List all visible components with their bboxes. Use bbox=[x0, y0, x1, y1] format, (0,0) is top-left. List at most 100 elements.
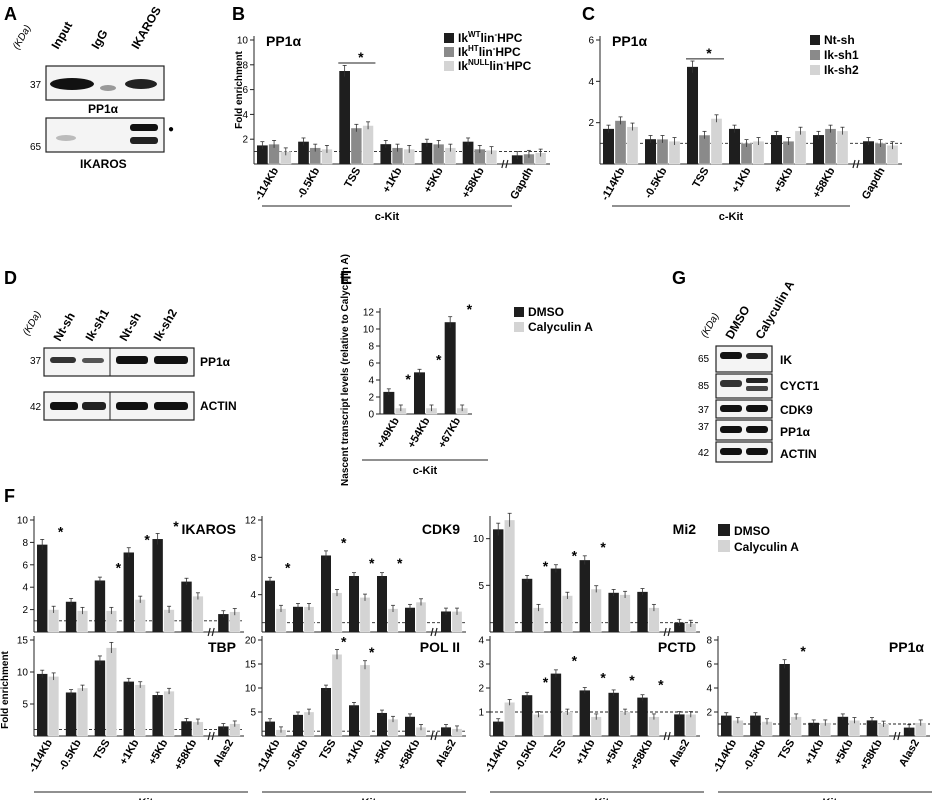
blot-g-label-actin: ACTIN bbox=[780, 447, 817, 461]
legend-f-swatch-calyculin bbox=[718, 540, 730, 552]
legend-e-swatch bbox=[514, 307, 524, 317]
blot-g-cyct1-band-3 bbox=[746, 386, 768, 391]
blot-a: (KDa) Input IgG IKAROS 37 PP1α ● 65 IKAR… bbox=[11, 4, 174, 171]
chart-b-category-label: -0.5Kb bbox=[295, 165, 322, 200]
chart-f-ikaros-star: * bbox=[116, 559, 122, 575]
blot-g-marker-85: 85 bbox=[698, 381, 710, 392]
blot-d-marker-42: 42 bbox=[30, 402, 42, 413]
legend-b-swatch bbox=[444, 61, 454, 71]
chart-f-pctd-bar bbox=[619, 711, 631, 737]
blot-a-label-pp1a: PP1α bbox=[88, 102, 119, 116]
chart-e-ytick-label: 0 bbox=[368, 410, 374, 421]
chart-b-category-label: TSS bbox=[342, 166, 363, 191]
blot-d-marker-37: 37 bbox=[30, 356, 42, 367]
chart-f-cdk9: 4 8 12 * * * * CDK9 bbox=[245, 516, 466, 637]
chart-f-mi2-bar bbox=[648, 607, 660, 633]
chart-f-pctd-bar bbox=[550, 673, 562, 736]
chart-f-pctd-ytick-label: 2 bbox=[478, 684, 484, 695]
chart-b-category-label: +1Kb bbox=[381, 165, 405, 195]
chart-f-cdk9-ytick-label: 4 bbox=[250, 590, 256, 601]
blot-g-actin-band-2 bbox=[746, 448, 768, 455]
chart-f-mi2-bar bbox=[521, 578, 533, 632]
legend-b-label: IkHTlin-HPC bbox=[458, 44, 521, 59]
chart-f-tbp-title: TBP bbox=[208, 639, 236, 655]
chart-f-mi2-axis-break bbox=[663, 627, 667, 637]
chart-f-pctd-bar bbox=[674, 714, 685, 736]
blot-a-lane-input: Input bbox=[48, 19, 75, 51]
blot-g-label-pp1a: PP1α bbox=[780, 425, 811, 439]
chart-c-bar bbox=[836, 130, 849, 165]
chart-e-category-label: +54Kb bbox=[406, 415, 433, 450]
legend-c-swatch bbox=[810, 35, 820, 45]
blot-d-pp1a-band-4 bbox=[154, 356, 188, 364]
chart-f-polii-bar bbox=[321, 688, 331, 736]
chart-f-pp1a: 2 4 6 8 * -114Kb -0.5Kb TSS +1Kb +5Kb +58Kb Alas2 PP… bbox=[706, 636, 932, 800]
chart-f-tbp-ytick-label: 10 bbox=[17, 668, 29, 679]
chart-f-pp1a-ytick-label: 4 bbox=[706, 684, 712, 695]
chart-f-cdk9-bar bbox=[321, 555, 331, 632]
chart-f-ikaros-ytick-label: 2 bbox=[22, 605, 28, 616]
blot-g-marker-37a: 37 bbox=[698, 405, 710, 416]
chart-f-pctd-category-label: +58Kb bbox=[628, 737, 655, 772]
chart-f-ikaros-bar bbox=[218, 614, 229, 632]
chart-e-bar bbox=[383, 391, 395, 414]
chart-f-tbp-category-label: +58Kb bbox=[172, 737, 199, 772]
chart-f-mi2-bar bbox=[579, 560, 590, 632]
chart-f-pctd: 1 2 3 4 * * * * * -114Kb -0.5Kb TSS +1Kb +5Kb +58Kb Ala… bbox=[478, 636, 704, 800]
blot-a-dot: ● bbox=[168, 124, 174, 135]
chart-f-polii-ytick-label: 20 bbox=[245, 636, 257, 647]
chart-e-ylabel: Nascent transcript levels (relative to C… bbox=[340, 254, 351, 486]
chart-f-pctd-bar bbox=[533, 714, 544, 737]
chart-f-mi2-bar bbox=[637, 591, 648, 632]
chart-f-polii-category-label: +1Kb bbox=[343, 737, 367, 767]
chart-f-pctd-ytick-label: 4 bbox=[478, 636, 484, 647]
legend-b-swatch bbox=[444, 33, 454, 43]
chart-f-mi2-bar bbox=[533, 607, 544, 633]
chart-c-title: PP1α bbox=[612, 33, 647, 49]
panel-label-d: D bbox=[4, 268, 17, 288]
blot-d-kda: (KDa) bbox=[21, 309, 44, 337]
chart-f-tbp-ytick-label: 15 bbox=[17, 636, 29, 647]
chart-f-tbp-bar bbox=[163, 691, 175, 737]
chart-f-pctd-bar bbox=[521, 695, 533, 736]
chart-c-category-label: +5Kb bbox=[772, 165, 796, 195]
chart-c-category-label: Gapdh bbox=[860, 165, 888, 201]
blot-g-kda: (KDa) bbox=[699, 311, 722, 339]
chart-f-pp1a-bar bbox=[721, 715, 732, 736]
chart-b-title: PP1α bbox=[266, 33, 301, 49]
chart-c-category-label: -114Kb bbox=[599, 165, 628, 202]
chart-f-ikaros-bar bbox=[94, 580, 106, 632]
chart-c-bar bbox=[771, 135, 782, 164]
blot-d-actin-band-2 bbox=[82, 402, 106, 410]
blot-g-cyct1-band-2 bbox=[746, 378, 768, 383]
chart-f-polii-axis-break bbox=[434, 731, 438, 741]
chart-e: 0 2 4 6 8 10 12 * * * +49Kb +54Kb +67Kb c-Kit DMSOCaly… bbox=[362, 301, 593, 477]
chart-b-bar bbox=[462, 141, 474, 164]
chart-f-polii-bar bbox=[405, 716, 415, 736]
chart-f-mi2-star: * bbox=[572, 548, 578, 564]
chart-c-bar bbox=[710, 118, 723, 165]
chart-f-cdk9-bar bbox=[349, 576, 359, 632]
chart-c-bar bbox=[645, 139, 656, 164]
panel-label-a: A bbox=[4, 4, 17, 24]
chart-f-tbp-bar bbox=[152, 695, 163, 736]
chart-b-bar bbox=[362, 125, 374, 165]
blot-g-cdk9-band-1 bbox=[720, 405, 742, 412]
blot-d-actin-band-3 bbox=[116, 402, 148, 410]
blot-a-label-ikaros: IKAROS bbox=[80, 157, 127, 171]
chart-b-category-label: +5Kb bbox=[422, 165, 446, 195]
chart-f-polii-category-label: +5Kb bbox=[371, 737, 395, 767]
chart-f-pctd-star: * bbox=[600, 669, 606, 685]
chart-f-mi2-bar bbox=[608, 592, 619, 632]
blot-a-pp1a-band-igg bbox=[100, 85, 116, 91]
chart-c-bar bbox=[603, 128, 614, 164]
chart-f-cdk9-bar bbox=[387, 608, 399, 633]
chart-f-mi2-title: Mi2 bbox=[673, 521, 697, 537]
chart-b-bar bbox=[257, 145, 268, 164]
chart-f-polii-category-label: TSS bbox=[318, 738, 339, 763]
chart-f-pp1a-bar bbox=[779, 664, 790, 736]
chart-f-pctd-category-label: -114Kb bbox=[483, 737, 512, 774]
blot-g-pp1a-band-1 bbox=[720, 426, 742, 433]
chart-c-bar bbox=[813, 135, 824, 164]
blot-d-label-actin: ACTIN bbox=[200, 399, 237, 413]
